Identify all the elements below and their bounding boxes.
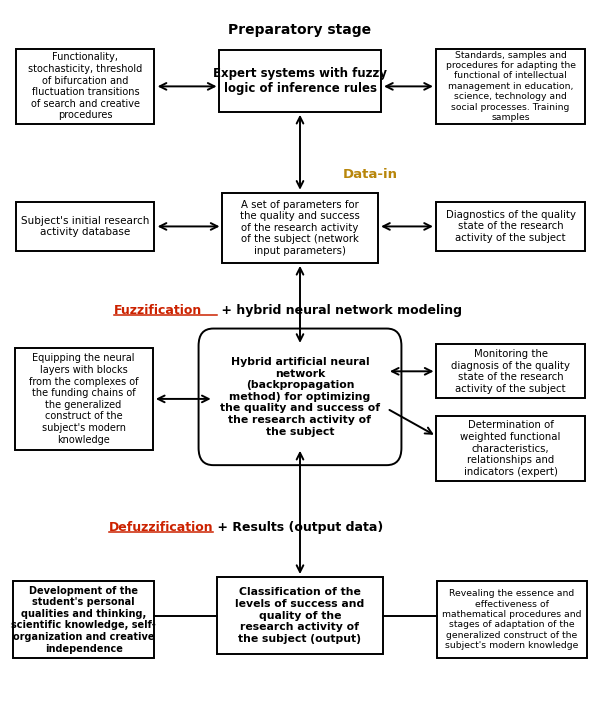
Text: Development of the
student's personal
qualities and thinking,
scientific knowled: Development of the student's personal qu… bbox=[11, 586, 156, 654]
Text: Diagnostics of the quality
state of the research
activity of the subject: Diagnostics of the quality state of the … bbox=[446, 210, 575, 243]
FancyBboxPatch shape bbox=[199, 329, 401, 465]
Text: Expert systems with fuzzy
logic of inference rules: Expert systems with fuzzy logic of infer… bbox=[213, 67, 387, 95]
Text: Classification of the
levels of success and
quality of the
research activity of
: Classification of the levels of success … bbox=[235, 587, 365, 643]
FancyBboxPatch shape bbox=[16, 49, 154, 124]
FancyBboxPatch shape bbox=[219, 50, 381, 112]
Text: Monitoring the
diagnosis of the quality
state of the research
activity of the su: Monitoring the diagnosis of the quality … bbox=[451, 349, 570, 394]
FancyBboxPatch shape bbox=[436, 416, 584, 482]
FancyBboxPatch shape bbox=[217, 577, 383, 654]
FancyBboxPatch shape bbox=[436, 49, 586, 124]
FancyBboxPatch shape bbox=[16, 201, 154, 251]
FancyBboxPatch shape bbox=[437, 581, 587, 658]
Text: Hybrid artificial neural
network
(backpropagation
method) for optimizing
the qua: Hybrid artificial neural network (backpr… bbox=[220, 357, 380, 436]
Text: Determination of
weighted functional
characteristics,
relationships and
indicato: Determination of weighted functional cha… bbox=[460, 420, 560, 477]
FancyBboxPatch shape bbox=[436, 201, 586, 251]
FancyBboxPatch shape bbox=[436, 344, 584, 398]
Text: Defuzzification: Defuzzification bbox=[109, 521, 214, 534]
Text: Revealing the essence and
effectiveness of
mathematical procedures and
stages of: Revealing the essence and effectiveness … bbox=[442, 589, 581, 650]
FancyBboxPatch shape bbox=[13, 581, 154, 658]
Text: Subject's initial research
activity database: Subject's initial research activity data… bbox=[21, 215, 149, 237]
Text: + hybrid neural network modeling: + hybrid neural network modeling bbox=[217, 304, 461, 317]
Text: + Results (output data): + Results (output data) bbox=[213, 521, 383, 534]
Text: Functionality,
stochasticity, threshold
of bifurcation and
fluctuation transitio: Functionality, stochasticity, threshold … bbox=[28, 52, 143, 120]
FancyBboxPatch shape bbox=[222, 193, 378, 263]
FancyBboxPatch shape bbox=[14, 348, 153, 450]
Text: Equipping the neural
layers with blocks
from the complexes of
the funding chains: Equipping the neural layers with blocks … bbox=[29, 353, 139, 444]
Text: Standards, samples and
procedures for adapting the
functional of intellectual
ma: Standards, samples and procedures for ad… bbox=[446, 51, 575, 122]
Text: Preparatory stage: Preparatory stage bbox=[229, 23, 371, 37]
Text: A set of parameters for
the quality and success
of the research activity
of the : A set of parameters for the quality and … bbox=[240, 200, 360, 256]
Text: Fuzzification: Fuzzification bbox=[113, 304, 202, 317]
Text: Data-in: Data-in bbox=[343, 168, 398, 180]
